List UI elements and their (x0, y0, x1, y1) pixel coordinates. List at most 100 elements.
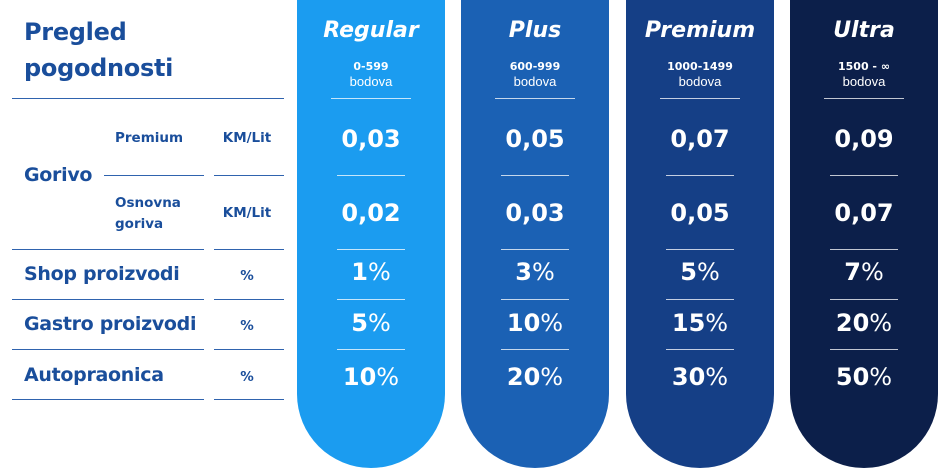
divider (12, 98, 284, 99)
value-shop-number: 3 (515, 258, 532, 286)
value-carwash-number: 20 (506, 363, 541, 391)
divider (501, 249, 569, 250)
value-shop-number: 1 (351, 258, 368, 286)
tier-points-label: bodova (513, 74, 557, 89)
value-gastro: 5% (297, 309, 445, 337)
percent-sign: % (367, 309, 391, 337)
divider (214, 299, 284, 300)
divider (337, 175, 405, 176)
value-carwash: 30% (626, 363, 774, 391)
value-gastro-number: 15 (671, 309, 706, 337)
percent-sign: % (531, 258, 555, 286)
value-fuel-basic: 0,05 (670, 199, 730, 227)
divider (666, 249, 734, 250)
tier-range: 0-599 (353, 60, 389, 73)
percent-sign: % (540, 363, 564, 391)
divider (214, 349, 284, 350)
row-label-fuel-basic-line2: goriva (115, 216, 164, 232)
divider (666, 175, 734, 176)
tier-points-label: bodova (678, 74, 722, 89)
value-shop-number: 5 (680, 258, 697, 286)
divider (830, 299, 898, 300)
percent-sign: % (869, 363, 893, 391)
divider (495, 98, 575, 99)
percent-sign: % (860, 258, 884, 286)
value-shop: 1% (297, 258, 445, 286)
title-line-1: Pregled (24, 18, 127, 46)
divider (337, 349, 405, 350)
tier-range: 600-999 (509, 60, 561, 73)
divider (501, 175, 569, 176)
divider (337, 299, 405, 300)
title-line-2: pogodnosti (24, 54, 174, 82)
tier-points-label: bodova (842, 74, 886, 89)
value-fuel-premium: 0,07 (670, 125, 730, 153)
divider (501, 299, 569, 300)
tier-name: Ultra (833, 18, 895, 43)
divider (666, 349, 734, 350)
tier-column-premium: Premium 1000-1499 bodova 0,07 0,05 5% 15… (626, 0, 774, 468)
divider (12, 249, 204, 250)
divider (501, 349, 569, 350)
value-fuel-basic: 0,07 (834, 199, 894, 227)
value-carwash-number: 10 (342, 363, 377, 391)
unit-shop: % (240, 268, 254, 284)
value-shop: 5% (626, 258, 774, 286)
row-label-fuel: Gorivo (24, 164, 93, 186)
page-title: Pregled pogodnosti (24, 14, 173, 86)
percent-sign: % (376, 363, 400, 391)
tier-name: Plus (508, 18, 562, 43)
value-fuel-premium: 0,05 (505, 125, 565, 153)
divider (830, 249, 898, 250)
value-fuel-premium: 0,09 (834, 125, 894, 153)
value-gastro: 10% (461, 309, 609, 337)
value-carwash-number: 30 (671, 363, 706, 391)
value-carwash: 10% (297, 363, 445, 391)
unit-fuel-premium: KM/Lit (222, 130, 272, 146)
value-carwash-number: 50 (835, 363, 870, 391)
unit-gastro: % (240, 318, 254, 334)
value-shop: 7% (790, 258, 938, 286)
row-label-fuel-premium: Premium (115, 130, 184, 146)
divider (214, 399, 284, 400)
tier-range: 1500 - ∞ (837, 60, 890, 73)
row-label-fuel-basic: Osnovna goriva (115, 193, 181, 235)
tier-column-ultra: Ultra 1500 - ∞ bodova 0,09 0,07 7% 20% 5… (790, 0, 938, 468)
divider (824, 98, 904, 99)
value-gastro-number: 10 (506, 309, 541, 337)
percent-sign: % (705, 363, 729, 391)
divider (12, 399, 204, 400)
unit-fuel-basic: KM/Lit (222, 205, 272, 221)
divider (331, 98, 411, 99)
divider (12, 299, 204, 300)
value-gastro: 20% (790, 309, 938, 337)
divider (660, 98, 740, 99)
tier-column-regular: Regular 0-599 bodova 0,03 0,02 1% 5% 10% (297, 0, 445, 468)
value-gastro-number: 5 (351, 309, 368, 337)
percent-sign: % (705, 309, 729, 337)
value-gastro-number: 20 (835, 309, 870, 337)
divider (12, 349, 204, 350)
divider (214, 249, 284, 250)
value-carwash: 20% (461, 363, 609, 391)
value-shop: 3% (461, 258, 609, 286)
percent-sign: % (540, 309, 564, 337)
row-label-shop: Shop proizvodi (24, 263, 180, 285)
percent-sign: % (367, 258, 391, 286)
percent-sign: % (696, 258, 720, 286)
divider (337, 249, 405, 250)
unit-carwash: % (240, 369, 254, 385)
tier-range: 1000-1499 (667, 60, 733, 73)
tier-name: Regular (323, 18, 419, 43)
tier-points-label: bodova (349, 74, 393, 89)
tier-name: Premium (644, 18, 756, 43)
divider (214, 175, 284, 176)
value-shop-number: 7 (844, 258, 861, 286)
row-label-gastro: Gastro proizvodi (24, 313, 197, 335)
value-fuel-premium: 0,03 (341, 125, 401, 153)
value-gastro: 15% (626, 309, 774, 337)
percent-sign: % (869, 309, 893, 337)
value-carwash: 50% (790, 363, 938, 391)
row-label-carwash: Autopraonica (24, 364, 164, 386)
value-fuel-basic: 0,03 (505, 199, 565, 227)
